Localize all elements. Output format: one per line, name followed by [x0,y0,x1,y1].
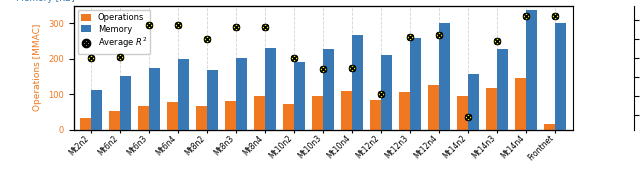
Bar [178,59,189,130]
Point [492,39,502,42]
Point [115,56,125,58]
Bar [323,49,334,130]
Bar [556,23,566,130]
Point [173,23,183,26]
Text: Memory [KB]: Memory [KB] [16,0,75,3]
Bar [497,49,508,130]
Point [521,15,531,18]
Point [231,26,241,29]
Point [434,34,444,37]
Bar [265,48,276,130]
Point [492,39,502,42]
Bar [80,118,91,130]
Bar [515,78,526,130]
Point [260,26,270,29]
Bar [341,90,352,130]
Bar [109,111,120,130]
Bar [486,88,497,130]
Point [405,36,415,38]
Bar [120,76,131,130]
Point [463,116,474,119]
Bar [138,107,149,130]
Point [231,26,241,29]
Bar [428,85,439,130]
Bar [196,107,207,130]
Point [260,26,270,29]
Bar [399,92,410,130]
Point [376,93,387,96]
Bar [370,100,381,130]
Bar [283,104,294,130]
Bar [468,74,479,130]
Point [463,116,474,119]
Bar [381,55,392,130]
Point [550,15,561,18]
Bar [545,124,556,130]
Point [521,15,531,18]
Bar [254,96,265,130]
Point [173,23,183,26]
Point [202,37,212,40]
Point [144,23,154,26]
Point [86,56,96,59]
Point [318,68,328,71]
Bar [439,23,451,130]
Point [144,23,154,26]
Point [376,93,387,96]
Point [405,36,415,38]
Point [289,56,300,59]
Bar [352,35,364,130]
Y-axis label: Operations [MMAC]: Operations [MMAC] [33,24,42,111]
Bar [458,96,468,130]
Bar [91,90,102,130]
Bar [236,58,247,130]
Point [347,66,357,69]
Point [318,68,328,71]
Bar [225,101,236,130]
Point [289,56,300,59]
Point [347,66,357,69]
Point [86,56,96,59]
Legend: Operations, Memory, Average $R^2$: Operations, Memory, Average $R^2$ [78,10,150,54]
Point [115,56,125,58]
Bar [410,38,421,130]
Point [550,15,561,18]
Bar [294,62,305,130]
Point [434,34,444,37]
Bar [167,102,178,130]
Bar [207,70,218,130]
Bar [312,96,323,130]
Point [202,37,212,40]
Bar [149,68,160,130]
Bar [526,10,538,130]
